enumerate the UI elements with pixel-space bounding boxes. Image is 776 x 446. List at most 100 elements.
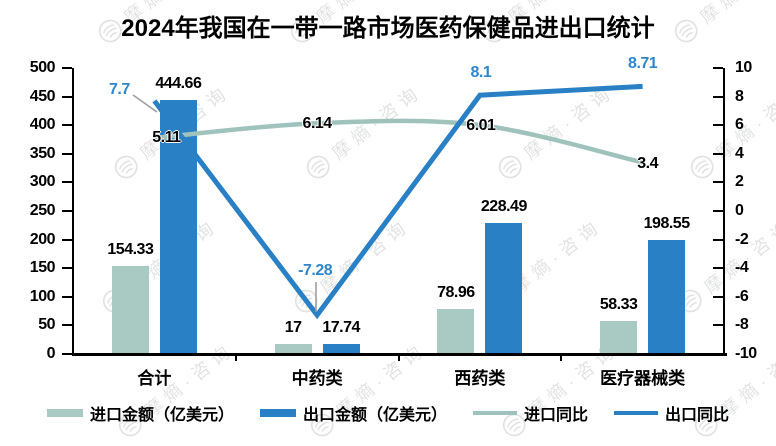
export-yoy-label: 8.71 <box>628 55 658 73</box>
legend-line-swatch <box>614 411 659 415</box>
left-axis-tick <box>62 124 72 127</box>
category-label: 医疗器械类 <box>600 369 686 388</box>
watermark: 摩熵·咨询 <box>492 78 619 185</box>
bar-value-label: 154.33 <box>107 240 154 258</box>
bar-value-label: 198.55 <box>643 215 690 233</box>
left-axis-tick <box>62 353 72 355</box>
import-yoy-label: 5.11 <box>152 128 181 146</box>
legend-item-label: 进口同比 <box>524 407 589 424</box>
right-axis-tick <box>713 353 723 355</box>
legend-bar-swatch <box>46 409 83 417</box>
left-axis-tick-label: 300 <box>29 173 56 191</box>
bar-value-label: 228.49 <box>480 198 527 216</box>
left-axis-tick-label: 100 <box>29 287 56 305</box>
right-axis-tick <box>713 210 723 212</box>
bar-value-label: 444.66 <box>155 74 202 92</box>
right-axis-tick-label: -10 <box>735 345 757 362</box>
legend-bar-swatch <box>259 409 296 417</box>
x-axis-tick <box>397 355 400 361</box>
bar-value-label: 58.33 <box>599 295 638 313</box>
fingerprint-seal-icon <box>498 155 522 179</box>
left-axis-tick-label: 450 <box>29 87 56 105</box>
bar-value-label: 17 <box>284 319 302 337</box>
left-axis-tick-label: 50 <box>38 316 55 334</box>
bar-value-label: 17.74 <box>322 318 360 336</box>
fingerprint-seal-icon <box>306 155 330 179</box>
left-axis-tick-label: 0 <box>46 345 56 362</box>
legend-item: 进口同比 <box>473 401 588 425</box>
import-amount-bar <box>437 308 475 353</box>
left-axis-tick-label: 150 <box>29 259 56 277</box>
watermark-text: 摩熵·咨询 <box>700 215 776 298</box>
bar-value-label: 78.96 <box>437 283 475 301</box>
right-axis-tick-label: 0 <box>735 202 744 219</box>
watermark-text: 摩熵·咨询 <box>520 81 618 164</box>
left-axis-tick <box>62 295 72 298</box>
fingerprint-seal-icon <box>294 289 318 313</box>
import-yoy-label: 3.4 <box>637 155 658 173</box>
x-axis-line <box>71 352 727 356</box>
right-axis-tick-label: 2 <box>735 173 744 191</box>
import-yoy-label: 6.01 <box>466 117 496 135</box>
right-axis-tick <box>713 124 723 127</box>
import-yoy-label: 6.14 <box>302 115 333 133</box>
label-leader-line <box>132 94 158 113</box>
right-axis-tick <box>713 238 723 241</box>
left-axis-tick-label: 350 <box>29 144 56 162</box>
right-axis-tick-label: -6 <box>735 287 749 305</box>
x-axis-tick <box>560 355 563 361</box>
export-yoy-label: 7.7 <box>109 80 130 98</box>
right-axis-tick <box>713 67 723 69</box>
chart-title: 2024年我国在一带一路市场医药保健品进出口统计 <box>121 15 655 42</box>
watermark-text: 摩熵·咨询 <box>316 215 414 298</box>
right-axis-tick <box>713 95 723 98</box>
legend: 进口金额（亿美元） 出口金额（亿美元） 进口同比 出口同比 <box>0 401 776 425</box>
import-amount-bar <box>111 265 149 353</box>
right-axis-tick <box>713 152 723 155</box>
export-yoy-label: -7.28 <box>298 262 333 280</box>
export-yoy-label: 8.1 <box>470 64 492 82</box>
fingerprint-seal-icon <box>114 155 138 179</box>
import-amount-bar <box>600 320 638 353</box>
left-axis-tick <box>62 152 72 155</box>
watermark-text: 摩熵·咨询 <box>328 81 426 164</box>
x-axis-tick <box>234 355 237 361</box>
right-axis-tick-label: 6 <box>735 116 744 134</box>
category-label: 合计 <box>137 369 172 388</box>
right-axis-tick-label: 10 <box>735 59 752 76</box>
right-axis-tick <box>713 181 723 184</box>
right-axis-tick <box>713 267 723 270</box>
export-amount-bar <box>648 240 686 353</box>
left-axis-tick <box>62 267 72 270</box>
left-axis-tick-label: 400 <box>29 116 56 134</box>
right-axis-tick-label: -4 <box>735 259 749 277</box>
category-label: 西药类 <box>454 369 506 388</box>
left-axis-tick <box>62 67 72 69</box>
left-axis-tick <box>62 238 72 241</box>
import-amount-bar <box>274 344 312 353</box>
right-axis-tick-label: 8 <box>735 87 744 105</box>
left-axis-tick <box>62 210 72 212</box>
left-axis-tick <box>62 95 72 98</box>
left-axis-line <box>71 68 74 355</box>
left-axis-tick-label: 500 <box>29 59 56 76</box>
legend-item: 出口同比 <box>614 401 729 425</box>
left-axis-tick <box>62 181 72 184</box>
legend-item-label: 出口同比 <box>665 407 730 424</box>
legend-item-label: 出口金额（亿美元） <box>302 407 447 424</box>
legend-item: 进口金额（亿美元） <box>46 401 234 425</box>
export-amount-bar <box>322 343 360 353</box>
right-axis-tick-label: 4 <box>735 144 744 162</box>
right-axis-tick-label: -2 <box>735 230 749 248</box>
export-amount-bar <box>485 223 523 353</box>
left-axis-tick-label: 250 <box>29 202 56 219</box>
left-axis-tick-label: 200 <box>29 230 56 248</box>
category-label: 中药类 <box>291 369 343 388</box>
legend-item: 出口金额（亿美元） <box>259 401 447 425</box>
right-axis-tick-label: -8 <box>735 316 749 334</box>
import-yoy-line <box>154 118 644 165</box>
left-axis-tick <box>62 324 72 327</box>
right-axis-tick <box>713 295 723 298</box>
legend-line-swatch <box>473 411 517 415</box>
